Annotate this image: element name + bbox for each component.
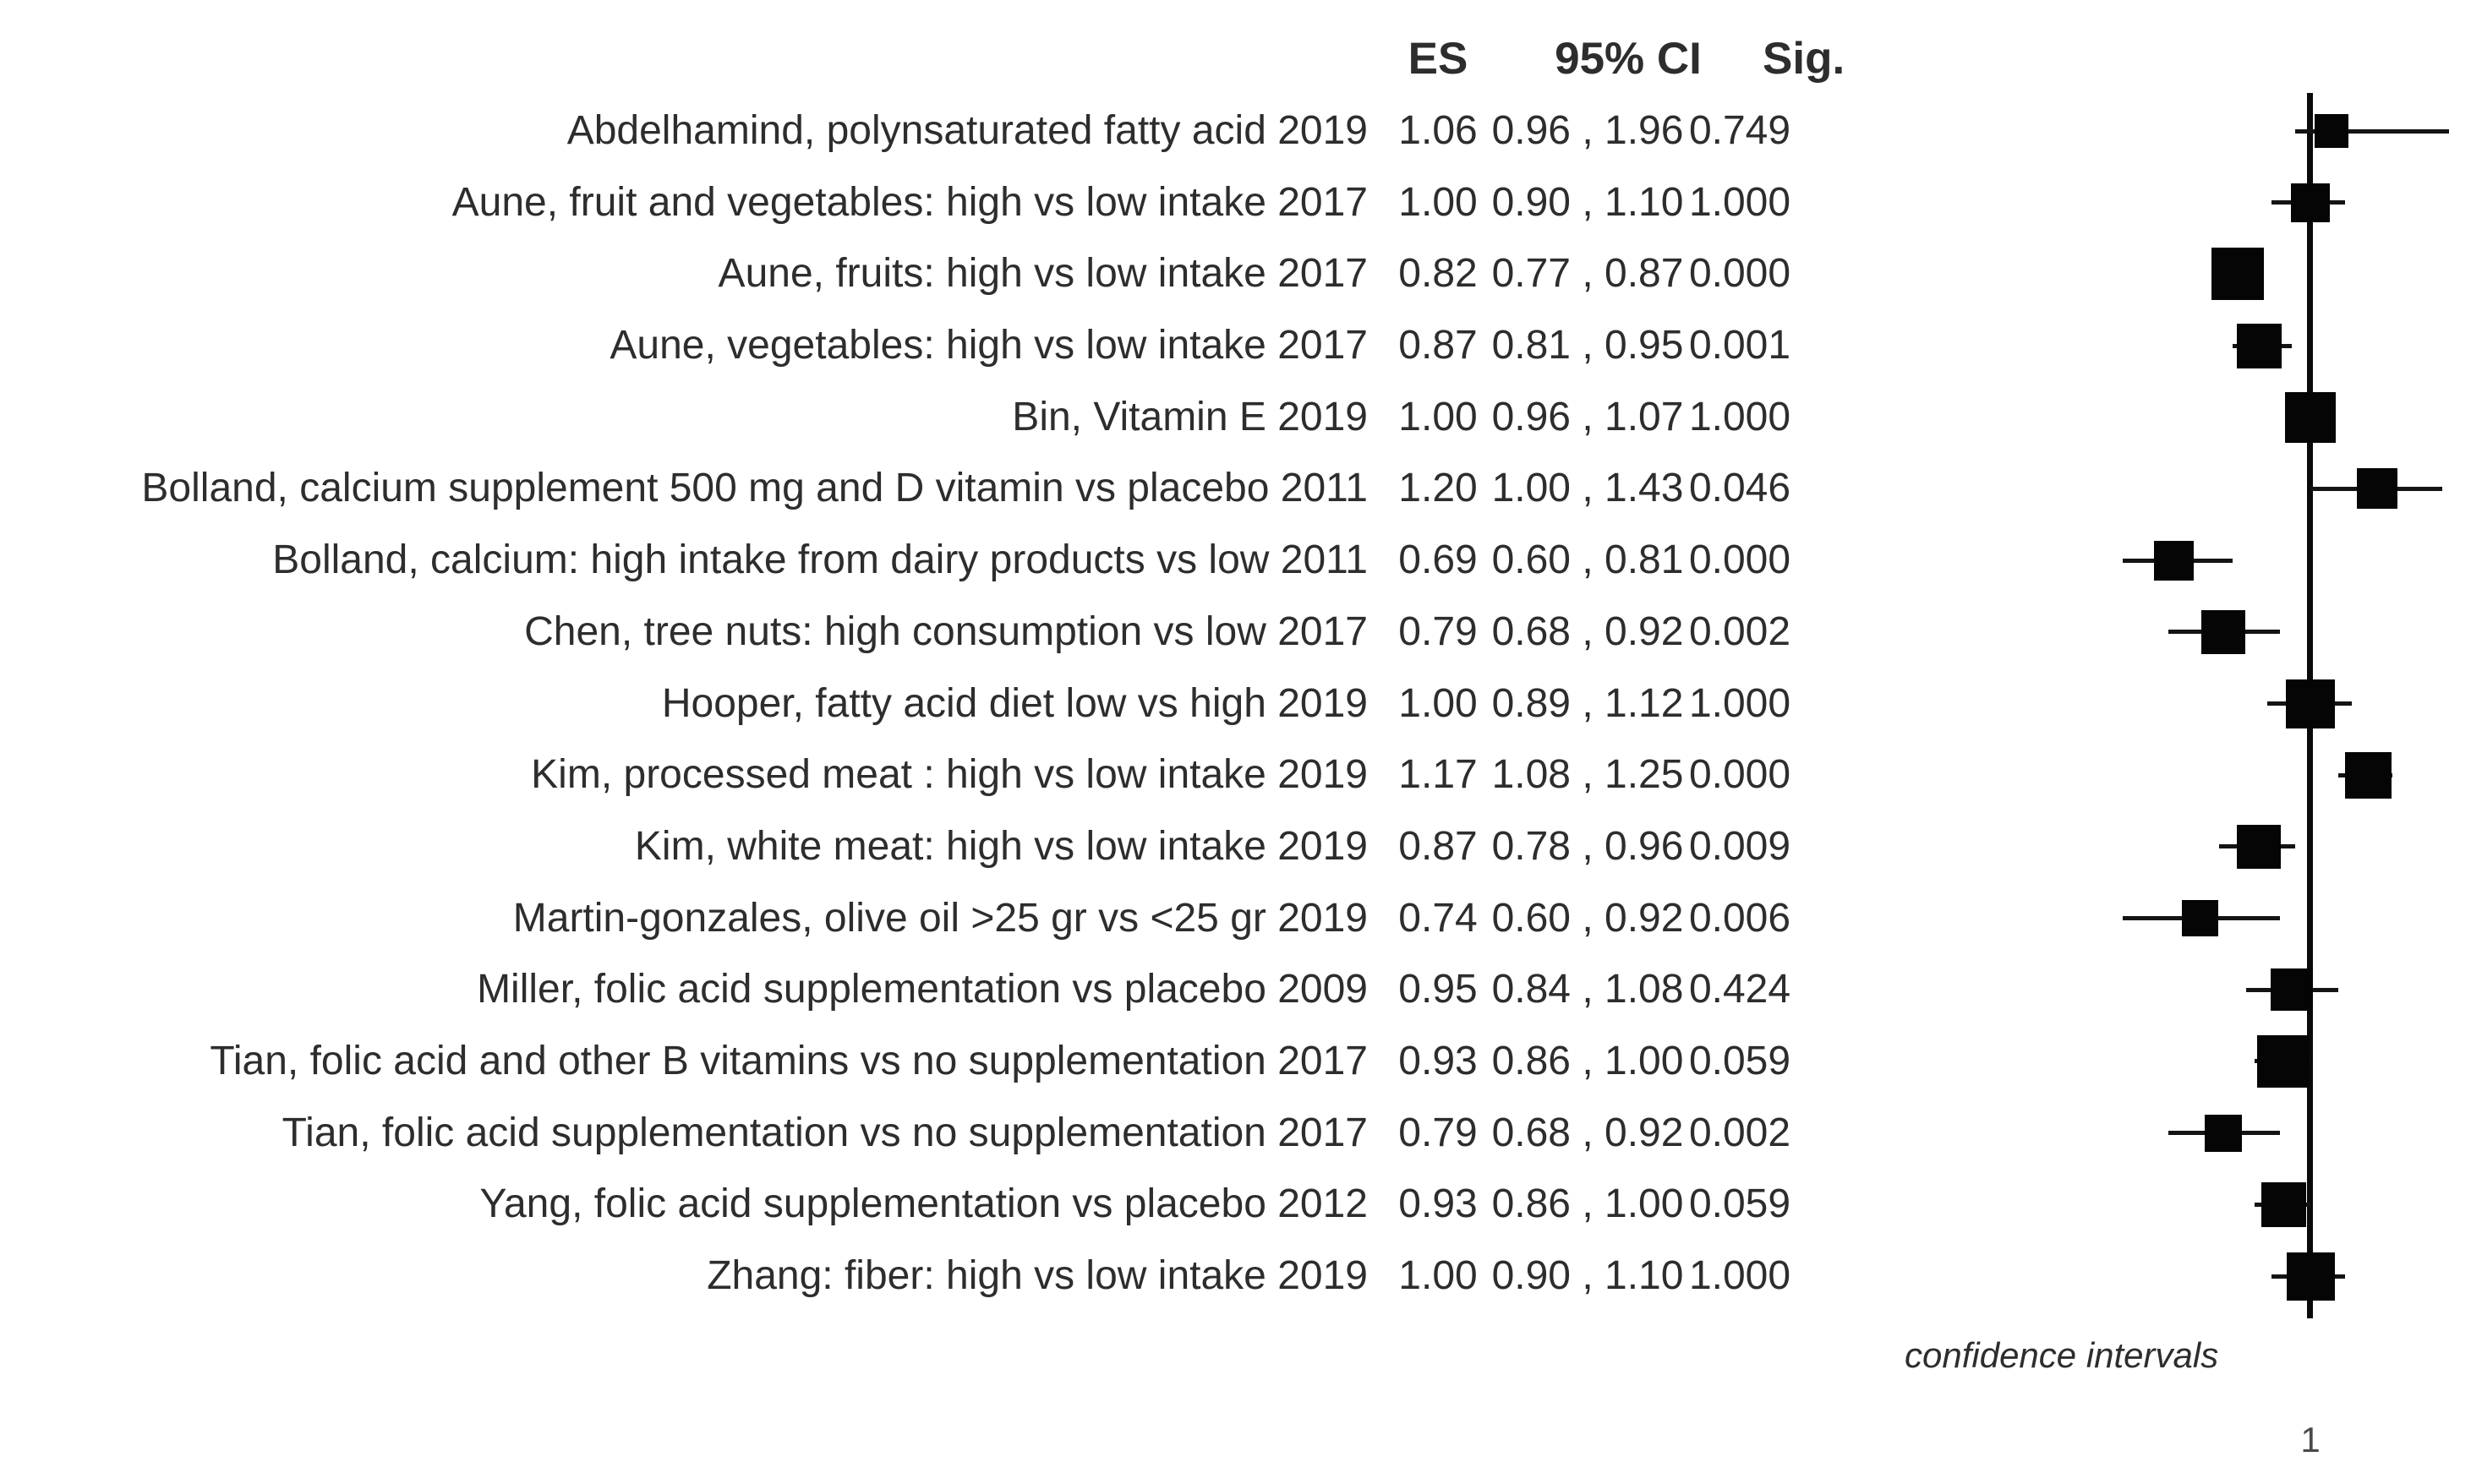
study-label: Abdelhamind, polynsaturated fatty acid 2… [566,108,1368,153]
effect-size-marker [2315,114,2349,148]
study-label: Bolland, calcium supplement 500 mg and D… [141,466,1368,511]
sig-value: 0.006 [1688,895,1791,941]
effect-size-marker [2286,679,2335,728]
ci-value: 0.84 , 1.08 [1491,967,1684,1012]
ci-value: 0.96 , 1.07 [1491,394,1684,439]
es-value: 0.79 [1398,1110,1478,1155]
ci-value: 1.08 , 1.25 [1491,752,1684,798]
sig-value: 1.000 [1688,394,1791,439]
ci-whisker [2295,128,2449,134]
es-value: 0.93 [1398,1038,1478,1083]
es-value: 1.00 [1398,179,1478,225]
es-value: 0.93 [1398,1181,1478,1227]
es-value: 0.74 [1398,895,1478,941]
effect-size-marker [2286,1252,2335,1301]
sig-value: 0.000 [1688,251,1791,297]
study-label: Aune, fruit and vegetables: high vs low … [451,179,1368,225]
sig-value: 0.059 [1688,1181,1791,1227]
sig-value: 1.000 [1688,680,1791,726]
effect-size-marker [2211,248,2264,301]
study-label: Zhang: fiber: high vs low intake 2019 [707,1253,1368,1298]
sig-value: 0.749 [1688,108,1791,153]
effect-size-marker [2285,391,2336,443]
effect-size-marker [2154,540,2195,581]
es-value: 0.87 [1398,323,1478,368]
effect-size-marker [2270,968,2313,1012]
axis-note: confidence intervals [1905,1335,2219,1375]
axis-tick-label: 1 [2300,1420,2321,1459]
effect-size-marker [2344,751,2392,799]
ci-value: 0.90 , 1.10 [1491,179,1684,225]
ci-value: 0.81 , 0.95 [1491,323,1684,368]
study-label: Bolland, calcium: high intake from dairy… [272,537,1368,583]
effect-size-marker [2257,1034,2310,1088]
es-value: 0.87 [1398,823,1478,869]
study-label: Yang, folic acid supplementation vs plac… [479,1181,1368,1227]
sig-value: 0.002 [1688,1110,1791,1155]
es-value: 1.17 [1398,752,1478,798]
sig-value: 0.046 [1688,466,1791,511]
ci-value: 0.86 , 1.00 [1491,1038,1684,1083]
sig-value: 0.001 [1688,323,1791,368]
ci-value: 0.96 , 1.96 [1491,108,1684,153]
column-header-sig: Sig. [1763,34,1845,84]
ci-value: 0.68 , 0.92 [1491,608,1684,654]
sig-value: 0.059 [1688,1038,1791,1083]
effect-size-marker [2181,900,2218,937]
sig-value: 0.000 [1688,537,1791,583]
study-label: Tian, folic acid and other B vitamins vs… [210,1038,1368,1083]
sig-value: 0.009 [1688,823,1791,869]
ci-value: 0.86 , 1.00 [1491,1181,1684,1227]
study-label: Aune, fruits: high vs low intake 2017 [718,251,1368,297]
sig-value: 1.000 [1688,179,1791,225]
effect-size-marker [2291,183,2330,222]
es-value: 0.95 [1398,967,1478,1012]
study-label: Aune, vegetables: high vs low intake 201… [610,323,1368,368]
ci-value: 0.60 , 0.92 [1491,895,1684,941]
study-label: Chen, tree nuts: high consumption vs low… [524,608,1368,654]
effect-size-marker [2237,824,2282,869]
effect-size-marker [2357,468,2398,510]
study-label: Kim, white meat: high vs low intake 2019 [634,823,1368,869]
ci-value: 0.90 , 1.10 [1491,1253,1684,1298]
effect-size-marker [2236,323,2282,368]
es-value: 1.20 [1398,466,1478,511]
es-value: 0.69 [1398,537,1478,583]
sig-value: 1.000 [1688,1253,1791,1298]
study-label: Hooper, fatty acid diet low vs high 2019 [661,680,1368,726]
column-header-ci: 95% CI [1555,34,1702,84]
sig-value: 0.000 [1688,752,1791,798]
study-label: Miller, folic acid supplementation vs pl… [477,967,1368,1012]
es-value: 0.79 [1398,608,1478,654]
es-value: 1.00 [1398,680,1478,726]
es-value: 1.00 [1398,394,1478,439]
ci-value: 0.77 , 0.87 [1491,251,1684,297]
ci-value: 0.68 , 0.92 [1491,1110,1684,1155]
study-label: Tian, folic acid supplementation vs no s… [282,1110,1368,1155]
effect-size-marker [2205,1114,2243,1152]
sig-value: 0.424 [1688,967,1791,1012]
study-label: Martin-gonzales, olive oil >25 gr vs <25… [512,895,1368,941]
study-label: Bin, Vitamin E 2019 [1012,394,1368,439]
sig-value: 0.002 [1688,608,1791,654]
ci-value: 0.60 , 0.81 [1491,537,1684,583]
es-value: 1.00 [1398,1253,1478,1298]
es-value: 0.82 [1398,251,1478,297]
effect-size-marker [2201,609,2246,654]
ci-value: 1.00 , 1.43 [1491,466,1684,511]
es-value: 1.06 [1398,108,1478,153]
ci-value: 0.89 , 1.12 [1491,680,1684,726]
study-label: Kim, processed meat : high vs low intake… [531,752,1368,798]
column-header-es: ES [1408,34,1468,84]
effect-size-marker [2261,1181,2306,1227]
ci-value: 0.78 , 0.96 [1491,823,1684,869]
